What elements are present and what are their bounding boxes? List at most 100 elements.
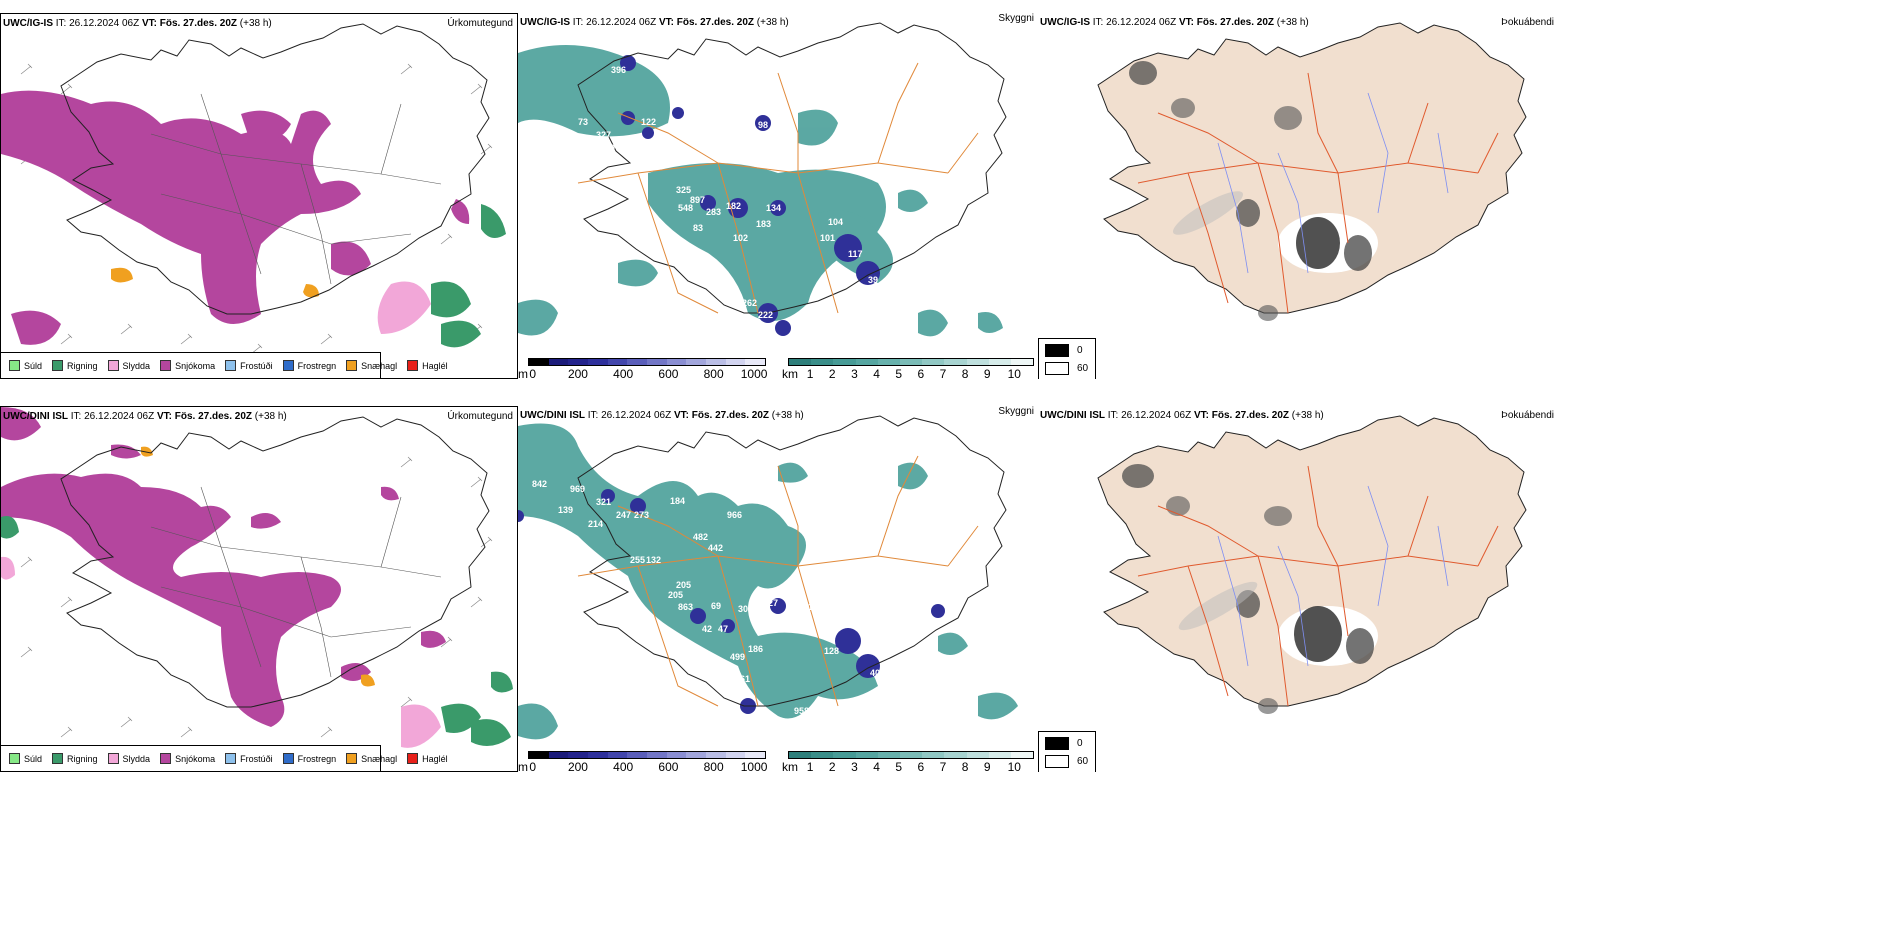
cloud-base-label: 40 — [870, 668, 880, 678]
low-cloud-base-areas — [518, 489, 945, 714]
cloud-map: 396 122 595 73 327 320 140 997 350 98 15… — [518, 22, 1011, 337]
fog-roads — [1137, 72, 1499, 314]
colorbar-unit: km — [782, 760, 798, 772]
colorbar-tick: 8 — [961, 760, 969, 772]
panel-title: UWC/DINI ISL IT: 26.12.2024 06Z VT: Fös.… — [3, 411, 287, 422]
colorbar-tick: 3 — [851, 760, 858, 772]
colorbar-tick: 600 — [658, 760, 679, 772]
colorbar-tick: 5 — [895, 367, 903, 379]
rivers — [1217, 485, 1449, 667]
colorbar-tick: 200 — [567, 760, 588, 772]
cloud-base-label: 396 — [611, 65, 626, 75]
road-lines — [150, 486, 442, 678]
snow-areas — [1, 90, 470, 345]
colorbar-unit: m — [518, 367, 528, 379]
fog-roads — [1137, 465, 1499, 707]
cloud-base-label: 205 — [676, 580, 691, 590]
legend-item: Súld — [9, 753, 42, 764]
cloud-base-label: 482 — [693, 532, 708, 542]
cloud-base-label: 183 — [756, 219, 771, 229]
precip-map — [1, 407, 513, 748]
colorbar-tick: 5 — [895, 760, 903, 772]
legend-item: Frostregn — [282, 360, 336, 371]
fog-index-panel-dini: UWC/DINI ISL IT: 26.12.2024 06Z VT: Fös.… — [1038, 406, 1558, 772]
colorbar-tick: 1000 — [740, 367, 768, 379]
cloud-base-label: 842 — [532, 479, 547, 489]
cloud-base-label: 131 — [778, 147, 793, 157]
cloud-base-label: 128 — [824, 646, 839, 656]
cloud-base-label: 47 — [718, 624, 728, 634]
low-visibility-areas — [518, 45, 1003, 337]
cloud-base-label: 595 — [553, 130, 568, 140]
colorbar-tick: 4 — [873, 367, 880, 379]
cloud-base-label: 27 — [768, 598, 778, 608]
cloud-base-label: 255 — [630, 555, 645, 565]
panel-variable-label: Úrkomutegund — [447, 411, 513, 422]
cloud-base-label: 132 — [828, 612, 843, 622]
colorbar-unit: m — [518, 760, 528, 772]
cloud-base-label: 154 — [762, 137, 777, 147]
panel-title: UWC/IG-IS IT: 26.12.2024 06Z VT: Fös. 27… — [3, 18, 272, 29]
legend-item: Haglél — [407, 753, 448, 764]
cloud-base-label: 140 — [600, 143, 615, 153]
cloud-base-label: 325 — [676, 185, 691, 195]
road-lines — [150, 93, 442, 285]
cloud-base-label: 813 — [660, 153, 675, 163]
legend-item: Rigning — [52, 753, 98, 764]
rivers — [1217, 92, 1449, 274]
colorbar-tick: 1 — [806, 367, 814, 379]
cloud-base-label: 247 — [616, 510, 631, 520]
cloud-base-values: 396 122 595 73 327 320 140 997 350 98 15… — [548, 65, 1011, 333]
cloud-base-label: 132 — [646, 555, 661, 565]
panel-variable-label: Skyggni — [998, 406, 1034, 417]
legend-item: Slydda — [107, 360, 150, 371]
fog-shading — [1129, 61, 1378, 321]
cloud-base-label: 320 — [548, 147, 563, 157]
panel-title: UWC/IG-IS IT: 26.12.2024 06Z VT: Fös. 27… — [1040, 17, 1309, 28]
cloud-base-label: 304 — [738, 604, 753, 614]
colorbar-tick: 3 — [851, 367, 858, 379]
colorbar-tick: 2 — [828, 367, 836, 379]
cloud-base-label: 318 — [818, 626, 833, 636]
colorbar-tick: 0 — [529, 760, 537, 772]
cloud-base-label: 73 — [578, 117, 588, 127]
panel-title: UWC/DINI ISL IT: 26.12.2024 06Z VT: Fös.… — [1040, 410, 1324, 421]
legend-item: Slydda — [107, 753, 150, 764]
panel-variable-label: Þokuábendi — [1501, 410, 1554, 421]
cloud-base-label: 186 — [748, 644, 763, 654]
colorbar-tick: 4 — [873, 760, 880, 772]
snow-areas — [1, 407, 446, 727]
colorbar-tick: 7 — [939, 367, 947, 379]
cloud-base-label: 321 — [596, 497, 611, 507]
legend-item: Snjókoma — [160, 360, 215, 371]
low-visibility-areas — [518, 423, 1018, 740]
fog-map — [1097, 22, 1527, 321]
wind-barbs — [20, 456, 493, 738]
cloud-base-label: 442 — [708, 543, 723, 553]
fog-index-panel-igis: UWC/IG-IS IT: 26.12.2024 06Z VT: Fös. 27… — [1038, 13, 1558, 379]
cloud-base-label: 101 — [820, 233, 835, 243]
legend-item: Frostúði — [225, 753, 273, 764]
panel-variable-label: Skyggni — [998, 13, 1034, 24]
legend-item: Snjókoma — [160, 753, 215, 764]
panel-variable-label: Þokuábendi — [1501, 17, 1554, 28]
colorbar-tick: 6 — [917, 760, 925, 772]
cloud-base-label: 222 — [758, 310, 773, 320]
legend-item: Snæhagl — [346, 360, 397, 371]
cloud-base-label: 196 — [758, 323, 773, 333]
colorbar-tick: 800 — [703, 367, 724, 379]
sleet-rain-areas — [111, 204, 506, 348]
cloud-base-label: 863 — [678, 602, 693, 612]
precip-type-panel-igis: UWC/IG-IS IT: 26.12.2024 06Z VT: Fös. 27… — [0, 13, 518, 379]
precip-type-panel-dini: UWC/DINI ISL IT: 26.12.2024 06Z VT: Fös.… — [0, 406, 518, 772]
colorbar-tick: 0 — [529, 367, 537, 379]
cloud-base-label: 184 — [670, 496, 685, 506]
colorbar-strip — [528, 358, 766, 366]
colorbar-tick: 6 — [917, 367, 925, 379]
panel-variable-label: Úrkomutegund — [447, 18, 513, 29]
cloud-map: 842 969 321 139 247 214 273 184 966 482 … — [518, 415, 1018, 740]
fog-legend-label: 0 — [1077, 738, 1083, 749]
cloud-base-label: 980 — [996, 237, 1011, 247]
colorbar-strip — [788, 358, 1034, 366]
low-cloud-base-areas — [620, 55, 880, 336]
